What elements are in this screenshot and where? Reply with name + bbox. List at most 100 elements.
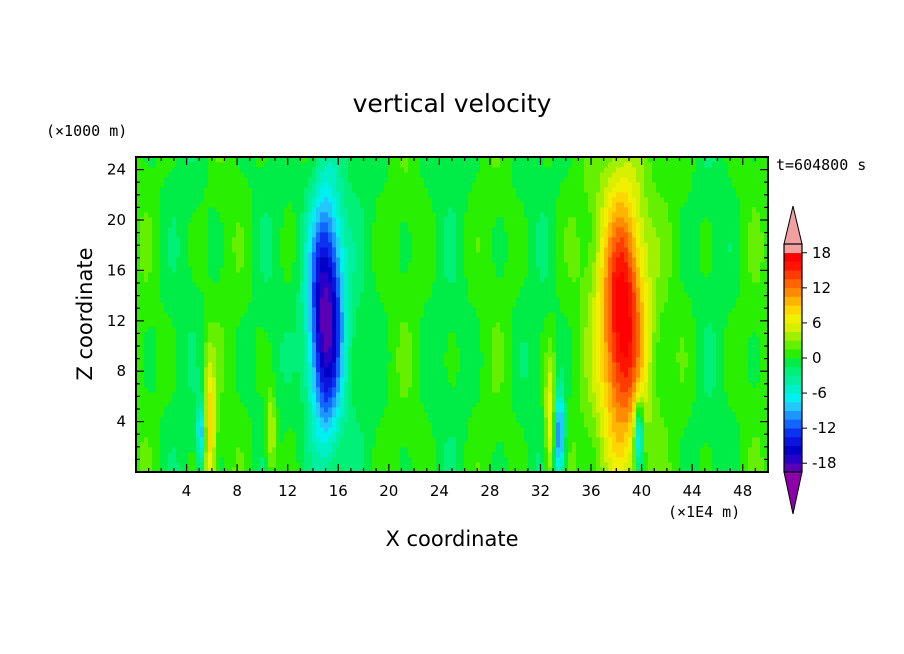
heatmap-cell xyxy=(440,282,445,288)
heatmap-cell xyxy=(400,367,405,373)
heatmap-cell xyxy=(160,262,165,268)
heatmap-cell xyxy=(276,362,281,368)
heatmap-cell xyxy=(188,402,193,408)
heatmap-cell xyxy=(300,262,305,268)
heatmap-cell xyxy=(212,217,217,223)
heatmap-cell xyxy=(392,197,397,203)
heatmap-cell xyxy=(348,427,353,433)
heatmap-cell xyxy=(168,377,173,383)
heatmap-cell xyxy=(320,442,325,448)
heatmap-cell xyxy=(388,407,393,413)
heatmap-cell xyxy=(232,397,237,403)
heatmap-cell xyxy=(368,352,373,358)
heatmap-cell xyxy=(412,342,417,348)
heatmap-cell xyxy=(388,347,393,353)
heatmap-cell xyxy=(440,382,445,388)
heatmap-cell xyxy=(344,327,349,333)
heatmap-cell xyxy=(196,337,201,343)
heatmap-cell xyxy=(204,452,209,458)
heatmap-cell xyxy=(336,282,341,288)
heatmap-cell xyxy=(408,452,413,458)
heatmap-cell xyxy=(144,382,149,388)
heatmap-cell xyxy=(212,232,217,238)
heatmap-cell xyxy=(420,342,425,348)
heatmap-cell xyxy=(252,262,257,268)
heatmap-cell xyxy=(352,377,357,383)
heatmap-cell xyxy=(292,157,297,163)
heatmap-cell xyxy=(196,267,201,273)
heatmap-cell xyxy=(332,412,337,418)
heatmap-cell xyxy=(440,387,445,393)
heatmap-cell xyxy=(192,367,197,373)
heatmap-cell xyxy=(252,432,257,438)
heatmap-cell xyxy=(376,292,381,298)
heatmap-cell xyxy=(216,422,221,428)
heatmap-cell xyxy=(392,457,397,463)
heatmap-cell xyxy=(136,207,141,213)
heatmap-cell xyxy=(272,272,277,278)
heatmap-cell xyxy=(368,207,373,213)
heatmap-cell xyxy=(260,282,265,288)
heatmap-cell xyxy=(288,397,293,403)
heatmap-cell xyxy=(408,462,413,468)
heatmap-cell xyxy=(236,457,241,463)
heatmap-cell xyxy=(416,322,421,328)
heatmap-cell xyxy=(276,187,281,193)
heatmap-cell xyxy=(332,392,337,398)
heatmap-cell xyxy=(424,287,429,293)
heatmap-cell xyxy=(360,432,365,438)
heatmap-cell xyxy=(416,222,421,228)
heatmap-cell xyxy=(184,382,189,388)
heatmap-cell xyxy=(192,202,197,208)
heatmap-cell xyxy=(244,312,249,318)
heatmap-cell xyxy=(340,357,345,363)
heatmap-cell xyxy=(280,302,285,308)
heatmap-cell xyxy=(300,172,305,178)
heatmap-cell xyxy=(328,372,333,378)
heatmap-cell xyxy=(336,437,341,443)
heatmap-cell xyxy=(364,362,369,368)
heatmap-cell xyxy=(328,462,333,468)
heatmap-cell xyxy=(420,162,425,168)
heatmap-cell xyxy=(172,312,177,318)
heatmap-cell xyxy=(208,292,213,298)
heatmap-cell xyxy=(176,177,181,183)
heatmap-cell xyxy=(296,412,301,418)
heatmap-cell xyxy=(344,237,349,243)
heatmap-cell xyxy=(188,397,193,403)
heatmap-cell xyxy=(224,192,229,198)
heatmap-cell xyxy=(380,232,385,238)
heatmap-cell xyxy=(304,272,309,278)
heatmap-cell xyxy=(188,187,193,193)
heatmap-cell xyxy=(364,292,369,298)
heatmap-cell xyxy=(184,242,189,248)
heatmap-cell xyxy=(292,422,297,428)
heatmap-cell xyxy=(180,447,185,453)
heatmap-cell xyxy=(436,332,441,338)
heatmap-cell xyxy=(252,212,257,218)
heatmap-cell xyxy=(236,227,241,233)
heatmap-cell xyxy=(176,462,181,468)
heatmap-cell xyxy=(336,242,341,248)
heatmap-cell xyxy=(304,347,309,353)
heatmap-cell xyxy=(424,412,429,418)
heatmap-cell xyxy=(416,277,421,283)
heatmap-cell xyxy=(404,422,409,428)
heatmap-cell xyxy=(192,247,197,253)
heatmap-cell xyxy=(400,282,405,288)
heatmap-cell xyxy=(168,397,173,403)
heatmap-cell xyxy=(176,232,181,238)
heatmap-cell xyxy=(232,212,237,218)
heatmap-cell xyxy=(316,177,321,183)
heatmap-cell xyxy=(292,452,297,458)
heatmap-cell xyxy=(360,292,365,298)
heatmap-cell xyxy=(404,402,409,408)
heatmap-cell xyxy=(192,352,197,358)
heatmap-cell xyxy=(412,292,417,298)
heatmap-cell xyxy=(412,202,417,208)
heatmap-cell xyxy=(400,457,405,463)
heatmap-cell xyxy=(436,312,441,318)
heatmap-cell xyxy=(344,342,349,348)
heatmap-cell xyxy=(204,282,209,288)
heatmap-cell xyxy=(404,177,409,183)
